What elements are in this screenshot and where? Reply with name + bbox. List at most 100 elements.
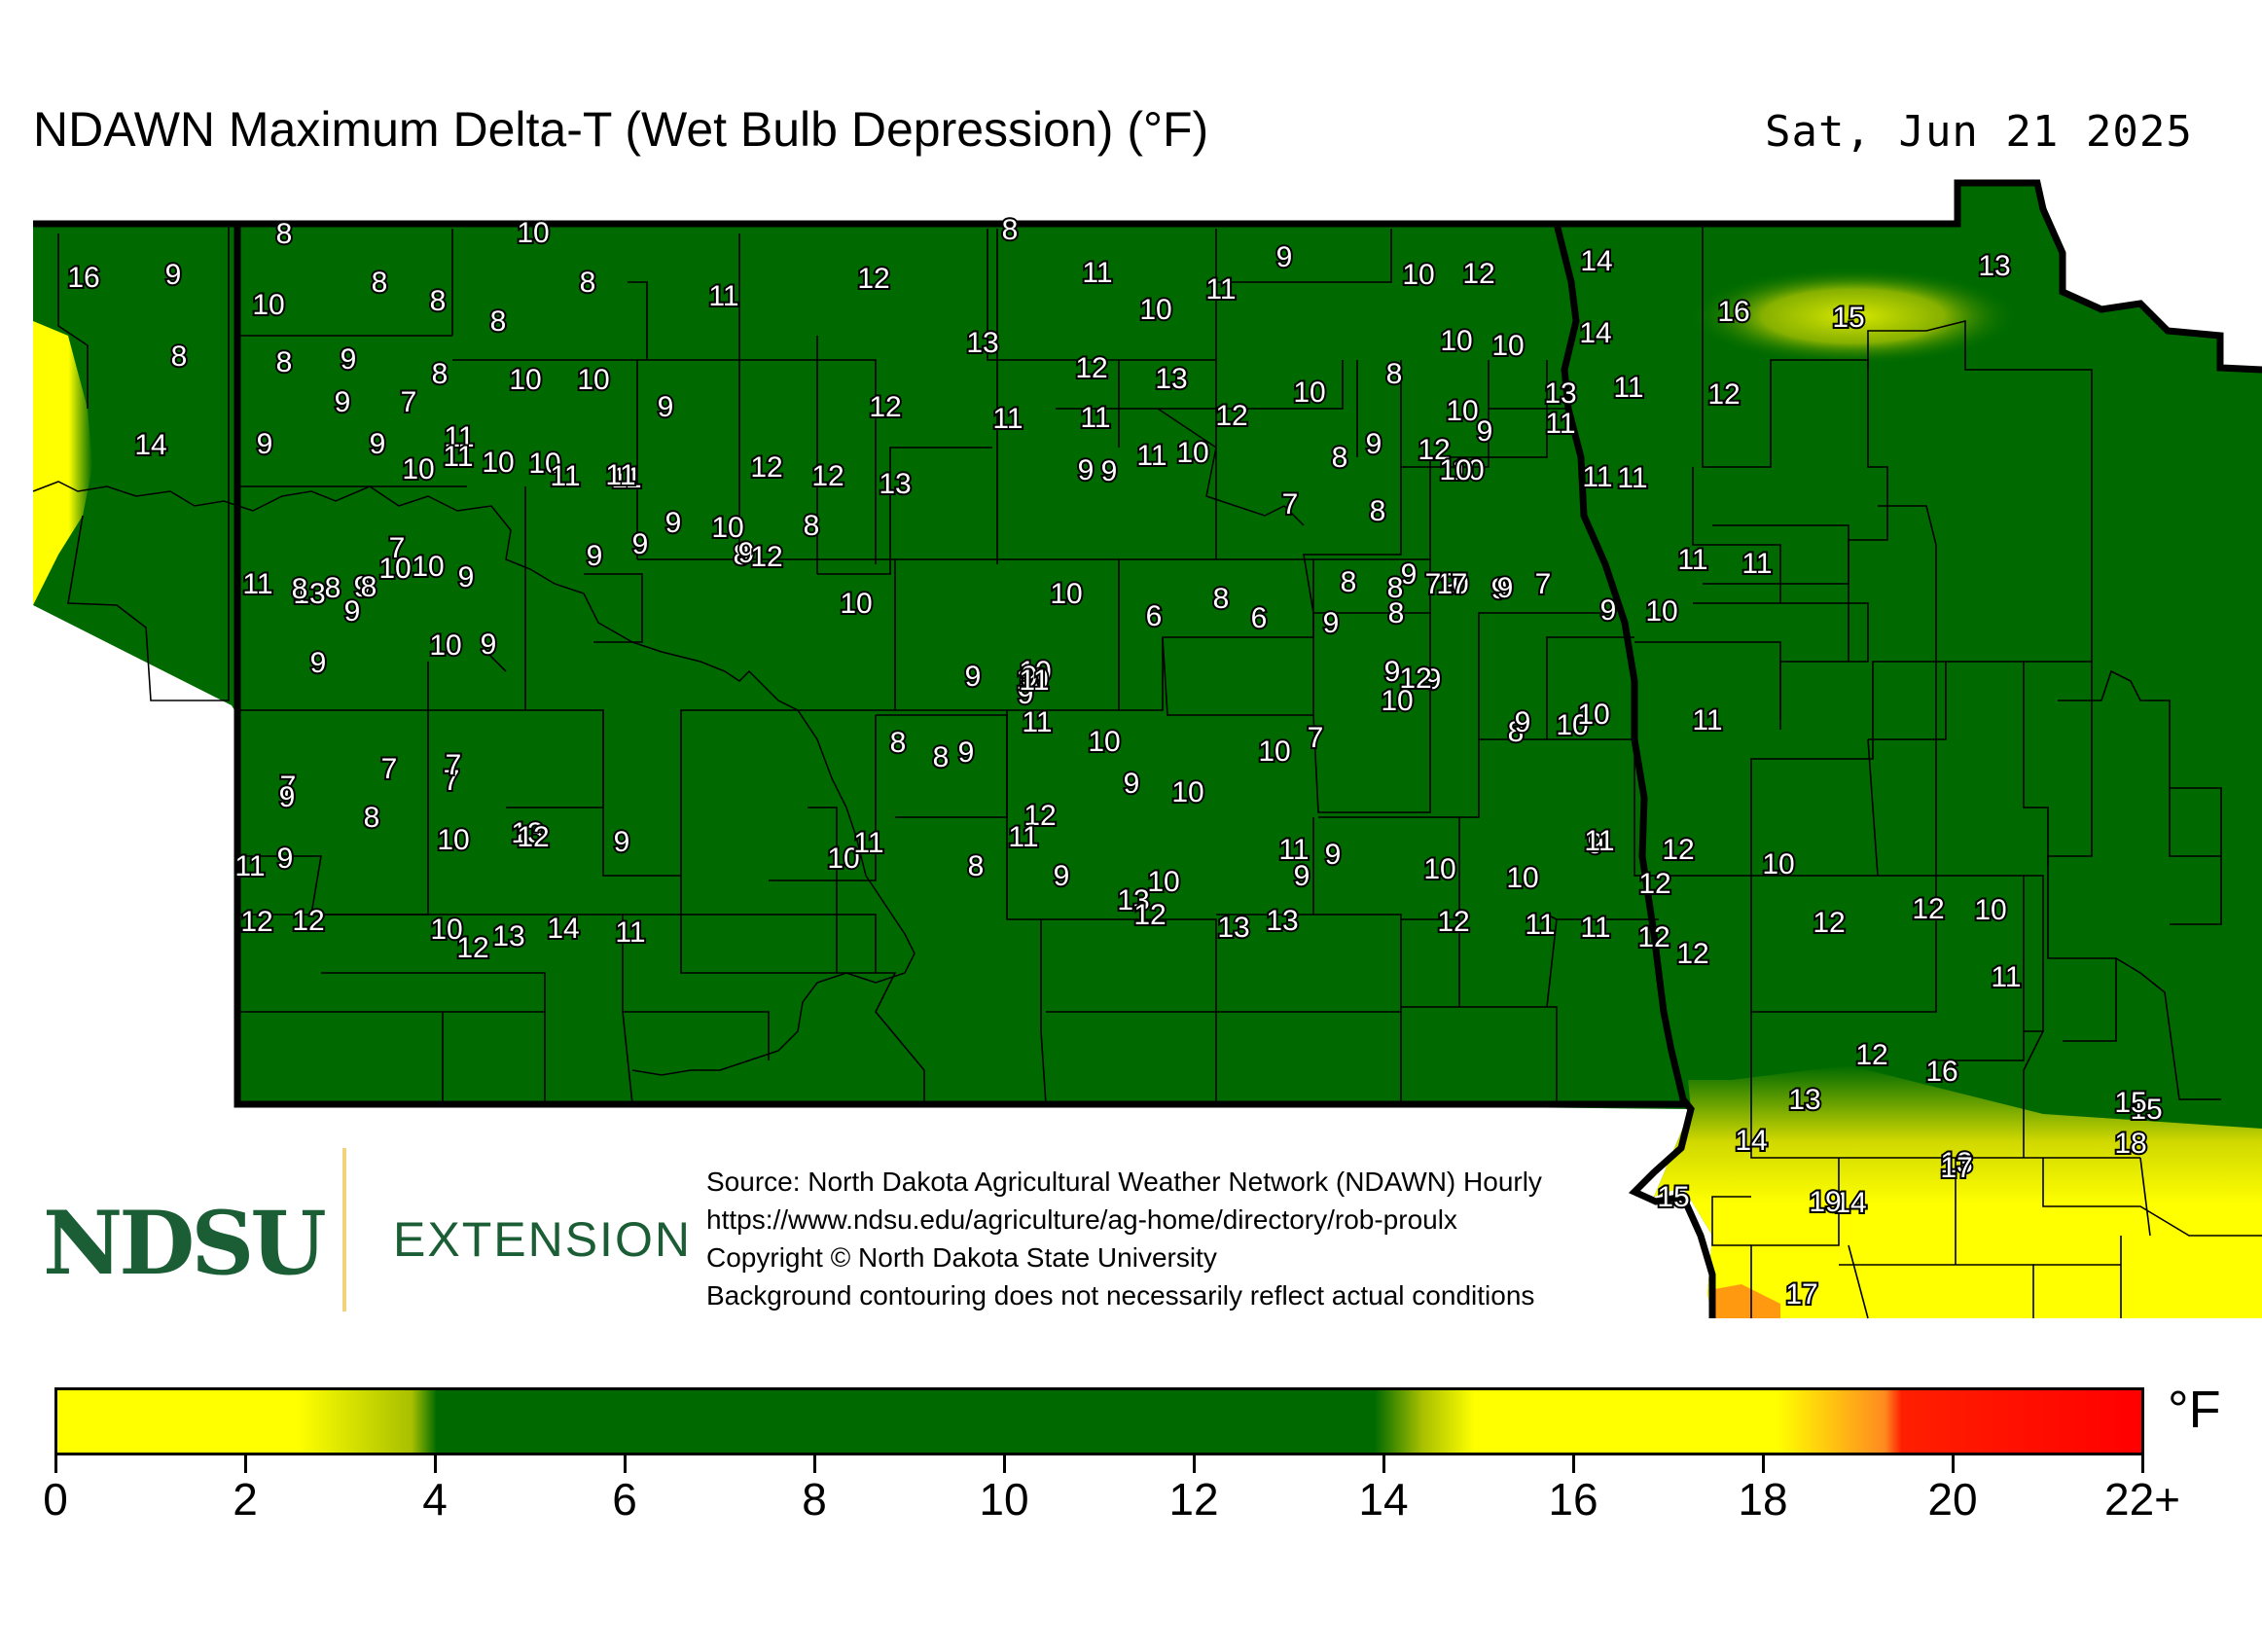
station-value-label: 12 [1399, 663, 1431, 695]
station-value-label: 9 [1294, 860, 1311, 892]
station-value-label: 9 [614, 826, 630, 858]
station-value-label: 11 [1019, 664, 1049, 697]
color-scale-tick [2141, 1455, 2144, 1473]
station-value-label: 11 [1205, 273, 1236, 305]
station-value-label: 11 [1082, 257, 1112, 289]
color-scale-tick [54, 1455, 57, 1473]
color-scale-tick [1762, 1455, 1765, 1473]
station-value-label: 12 [240, 906, 272, 938]
station-value-label: 14 [547, 913, 579, 945]
logo-divider [342, 1148, 346, 1311]
station-value-label: 7 [446, 749, 462, 781]
station-value-label: 6 [1146, 600, 1163, 632]
station-value-label: 8 [933, 741, 950, 773]
station-value-label: 9 [1384, 656, 1401, 688]
station-value-label: 8 [734, 539, 750, 571]
station-value-label: 8 [292, 573, 308, 605]
station-value-label: 10 [509, 364, 541, 396]
station-value-label: 9 [632, 528, 649, 560]
station-value-label: 8 [580, 267, 596, 299]
station-value-label: 15 [1832, 302, 1864, 334]
southeast-warm-zone [1654, 1065, 2262, 1318]
station-value-label: 10 [1491, 330, 1524, 362]
color-scale-unit: °F [2168, 1381, 2221, 1439]
station-value-label: 11 [1613, 372, 1643, 404]
station-value-label: 11 [1584, 825, 1614, 857]
station-value-label: 11 [1525, 909, 1555, 941]
station-value-label: 10 [1171, 776, 1203, 808]
station-value-label: 15 [2114, 1087, 2146, 1119]
station-value-label: 12 [1855, 1039, 1887, 1071]
color-scale-tick [434, 1455, 437, 1473]
station-value-label: 10 [1452, 454, 1484, 486]
station-value-label: 10 [1258, 736, 1290, 768]
station-value-label: 11 [242, 568, 272, 600]
station-value-label: 15 [2130, 1094, 2162, 1126]
station-value-label: 11 [1677, 544, 1707, 576]
station-value-label: 12 [1075, 352, 1107, 384]
station-value-label: 11 [1545, 408, 1575, 440]
station-value-label: 10 [1436, 568, 1468, 600]
station-value-label: 10 [378, 553, 411, 585]
station-value-label: 13 [1788, 1084, 1820, 1116]
station-value-label: 12 [857, 263, 889, 295]
station-value-label: 7 [1308, 722, 1324, 754]
disclaimer-line: Background contouring does not necessari… [706, 1280, 1535, 1311]
station-value-label: 9 [1078, 454, 1095, 486]
station-value-label: 13 [966, 327, 998, 359]
copyright-line: Copyright © North Dakota State Universit… [706, 1242, 1217, 1273]
station-value-label: 12 [292, 905, 324, 937]
station-value-label: 9 [1425, 664, 1442, 696]
station-value-label: 7 [1452, 568, 1468, 600]
station-value-label: 9 [1018, 678, 1034, 710]
station-value-label: 12 [456, 932, 488, 964]
west-warm-zone [33, 321, 92, 605]
station-value-label: 11 [605, 459, 635, 491]
station-value-label: 10 [840, 588, 872, 620]
station-value-label: 13 [511, 817, 543, 849]
station-value-label: 10 [1440, 325, 1472, 357]
station-value-label: 9 [279, 781, 296, 813]
station-value-label: 13 [1978, 250, 2010, 282]
station-value-label: 9 [1497, 572, 1514, 604]
station-value-label: 11 [1580, 912, 1610, 944]
station-value-label: 10 [1439, 454, 1471, 486]
station-value-label: 15 [1657, 1181, 1689, 1213]
station-value-label: 10 [429, 629, 461, 662]
station-value-label: 12 [750, 541, 782, 573]
station-value-label: 12 [1637, 921, 1670, 953]
station-value-label: 8 [171, 341, 188, 373]
station-value-label: 9 [1491, 573, 1508, 605]
station-value-label: 7 [280, 771, 297, 803]
station-value-label: 9 [965, 661, 982, 693]
station-value-label: 11 [550, 460, 580, 492]
station-value-label: 7 [1282, 488, 1299, 521]
station-value-label: 11 [1278, 834, 1309, 866]
station-value-label: 10 [1556, 709, 1588, 741]
station-value-label: 9 [1325, 839, 1342, 871]
station-value-label: 13 [492, 920, 524, 952]
station-value-label: 11 [234, 850, 265, 882]
station-value-label: 8 [325, 572, 341, 604]
station-value-label: 8 [1388, 597, 1405, 629]
station-value-label: 8 [1370, 495, 1386, 527]
station-value-label: 9 [257, 428, 273, 460]
station-value-label: 9 [370, 428, 386, 460]
northeast-warm-zone [1688, 268, 2019, 365]
station-value-label: 12 [1437, 906, 1469, 938]
station-value-label: 10 [1762, 848, 1794, 880]
station-value-label: 11 [1741, 548, 1772, 580]
station-value-label: 12 [1215, 400, 1247, 432]
station-value-label: 9 [344, 595, 361, 628]
station-value-label: 9 [587, 540, 603, 572]
station-value-label: 9 [1477, 415, 1493, 448]
station-value-label: 14 [1580, 245, 1612, 277]
station-value-label: 17 [1785, 1278, 1817, 1311]
station-value-label: 9 [1600, 594, 1617, 627]
station-value-label: 9 [481, 628, 497, 661]
station-value-label: 8 [804, 510, 820, 542]
station-value-label: 9 [310, 647, 327, 679]
station-value-label: 8 [364, 802, 380, 834]
station-value-label: 10 [1974, 894, 2006, 926]
